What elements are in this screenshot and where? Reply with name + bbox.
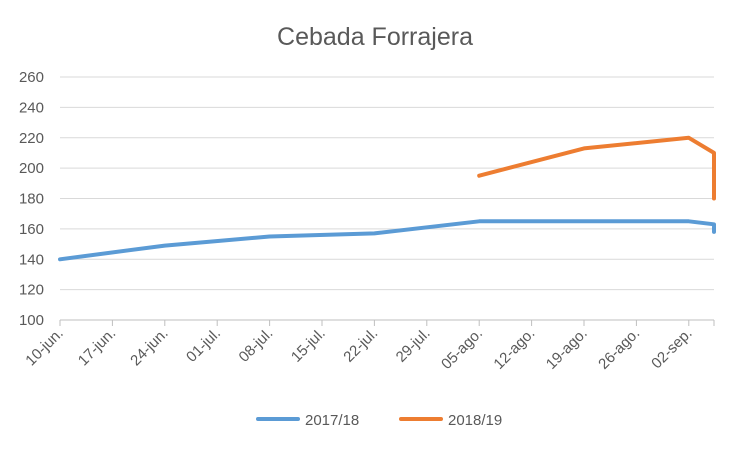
x-tick-label: 22-jul. xyxy=(340,325,381,366)
y-tick-label: 220 xyxy=(19,130,44,147)
x-tick-label: 08-jul. xyxy=(236,325,277,366)
y-axis-ticks: 100 120 140 160 180 200 220 240 260 xyxy=(19,69,44,329)
y-tick-label: 260 xyxy=(19,69,44,86)
legend-label: 2018/19 xyxy=(448,412,502,429)
gridlines xyxy=(60,76,714,321)
x-tick-label: 17-jun. xyxy=(75,325,119,369)
y-tick-label: 240 xyxy=(19,99,44,116)
legend-label: 2017/18 xyxy=(305,412,359,429)
chart-title: Cebada Forrajera xyxy=(277,23,473,51)
x-tick-label: 02-sep. xyxy=(648,325,695,372)
x-tick-label: 10-jun. xyxy=(22,325,66,369)
x-tick-label: 05-ago. xyxy=(438,325,486,373)
x-tick-label: 15-jul. xyxy=(288,325,329,366)
series-line xyxy=(477,135,716,201)
x-axis-ticks: 10-jun. 17-jun. 24-jun. 01-jul. 08-jul. 15-ju… xyxy=(22,320,715,373)
y-tick-label: 160 xyxy=(19,221,44,238)
x-tick-label: 29-jul. xyxy=(393,325,434,366)
y-tick-label: 200 xyxy=(19,160,44,177)
x-tick-label: 12-ago. xyxy=(490,325,538,373)
series-lines xyxy=(58,135,716,262)
y-tick-label: 140 xyxy=(19,251,44,268)
series-line xyxy=(58,219,716,262)
y-tick-label: 120 xyxy=(19,282,44,299)
y-tick-label: 100 xyxy=(19,312,44,329)
legend: 2017/18 2018/19 xyxy=(256,412,502,429)
x-tick-label: 01-jul. xyxy=(183,325,224,366)
x-tick-label: 19-ago. xyxy=(543,325,591,373)
y-tick-label: 180 xyxy=(19,191,44,208)
x-tick-label: 24-jun. xyxy=(127,325,171,369)
x-tick-label: 26-ago. xyxy=(595,325,643,373)
